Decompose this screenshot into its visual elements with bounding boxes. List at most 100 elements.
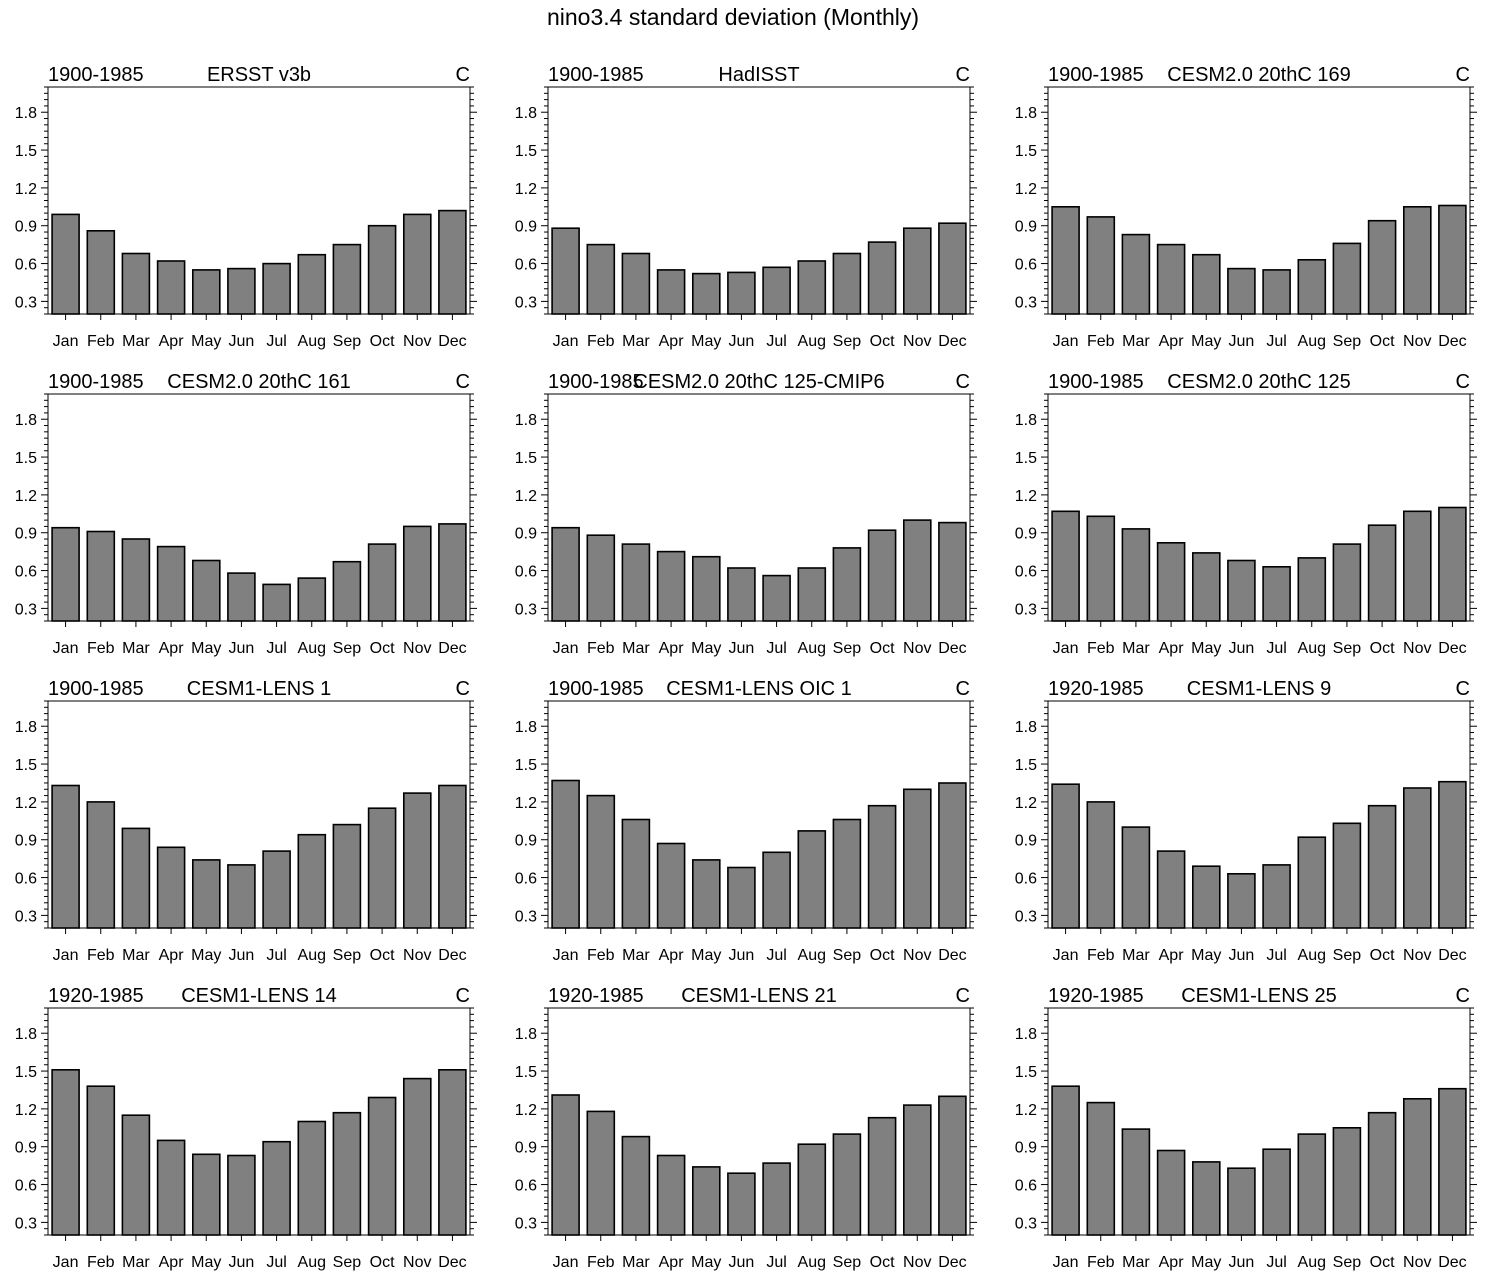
x-tick-label: Jun [1229,333,1255,350]
bar-nov [402,213,432,315]
bar-dec [438,523,467,622]
x-tick-label: Mar [122,1254,150,1271]
x-tick-label: Nov [403,1254,431,1271]
y-tick-label: 0.3 [15,908,37,925]
bar-dec [1438,506,1467,622]
x-tick-label: Sep [1333,1254,1362,1271]
x-tick-label: Sep [1333,333,1362,350]
panel-period-label: 1900-1985 [48,678,144,700]
y-tick-label: 1.2 [1015,181,1037,198]
bar-jan [1051,206,1080,315]
y-tick-label: 0.9 [515,526,537,543]
x-tick-label: Apr [159,333,185,350]
panel-period-label: 1900-1985 [548,678,644,700]
panel-units-label: C [956,985,970,1007]
bar-feb [586,243,616,315]
bar-nov [1403,510,1432,622]
y-tick-label: 1.8 [1015,105,1037,122]
bar-oct [367,1096,397,1236]
x-tick-label: Dec [1438,333,1466,350]
x-tick-label: Jun [1229,947,1255,964]
bar-oct [367,807,397,929]
x-tick-label: Nov [1403,947,1431,964]
x-tick-label: Apr [1159,640,1185,657]
bar-jun [727,271,756,315]
x-tick-label: Nov [1403,1254,1431,1271]
y-tick-label: 1.2 [15,181,37,198]
bar-sep [1332,1127,1362,1236]
bar-apr [656,550,686,622]
panel-title: CESM2.0 20thC 161 [167,371,350,393]
bar-sep [332,823,362,929]
x-tick-label: Dec [1438,1254,1466,1271]
panel-units-label: C [956,678,970,700]
y-tick-label: 1.2 [515,488,537,505]
x-tick-label: Jul [766,1254,786,1271]
panel-period-label: 1920-1985 [548,985,644,1007]
bar-dec [438,209,467,315]
x-tick-label: Nov [1403,333,1431,350]
x-tick-label: Mar [622,947,650,964]
y-tick-label: 1.2 [15,488,37,505]
bar-sep [332,560,362,622]
panel-units-label: C [1456,64,1470,86]
x-tick-label: May [1191,333,1221,350]
bar-jan [51,526,80,622]
x-tick-label: Apr [659,1254,685,1271]
panel-units-label: C [956,64,970,86]
figure-title: nino3.4 standard deviation (Monthly) [546,4,920,30]
x-tick-label: Nov [903,1254,931,1271]
bar-jul [1262,565,1291,622]
y-tick-label: 1.2 [515,795,537,812]
x-tick-label: Oct [870,947,895,964]
x-tick-label: Feb [587,640,615,657]
bar-may [691,272,721,315]
bar-dec [1438,1087,1467,1236]
y-tick-label: 0.3 [1015,1215,1037,1232]
bar-mar [621,1135,651,1236]
bar-may [1192,865,1221,929]
bar-jun [1227,559,1256,622]
panel-title: CESM2.0 20thC 169 [1167,64,1350,86]
x-tick-label: Aug [298,1254,326,1271]
bar-may [691,859,721,929]
x-tick-label: Jun [229,333,255,350]
bar-oct [867,529,897,622]
x-tick-label: Jun [1229,1254,1255,1271]
x-tick-label: Feb [87,640,115,657]
y-tick-label: 1.8 [515,1026,537,1043]
x-tick-label: Sep [833,333,862,350]
x-tick-label: Jul [1266,333,1286,350]
x-tick-label: Nov [403,947,431,964]
x-tick-label: Oct [1370,640,1395,657]
panel-title: HadISST [718,64,799,86]
panel-period-label: 1900-1985 [1048,64,1144,86]
y-tick-label: 1.8 [1015,1026,1037,1043]
bar-jun [227,572,256,622]
bar-may [192,1153,221,1236]
panel-title: ERSST v3b [207,64,311,86]
x-tick-label: Dec [1438,640,1466,657]
bar-dec [938,222,967,315]
y-tick-label: 1.2 [15,1102,37,1119]
bar-jun [1227,1167,1256,1236]
bar-jul [262,583,291,622]
bar-jun [727,567,756,622]
bar-may [192,269,221,315]
x-tick-label: Jan [53,640,79,657]
bar-jul [762,851,791,929]
x-tick-label: Mar [1122,333,1150,350]
bar-aug [1297,557,1327,622]
panel-title: CESM1-LENS 1 [187,678,332,700]
bar-apr [1156,1149,1186,1236]
y-tick-label: 1.8 [1015,412,1037,429]
y-tick-label: 1.2 [15,795,37,812]
y-tick-label: 1.5 [515,1064,537,1081]
y-tick-label: 0.9 [1015,1140,1037,1157]
bar-oct [367,543,397,622]
x-tick-label: Aug [298,333,326,350]
y-tick-label: 1.5 [1015,143,1037,160]
y-tick-label: 0.9 [1015,833,1037,850]
bar-jul [262,850,291,929]
x-tick-label: Oct [370,333,395,350]
